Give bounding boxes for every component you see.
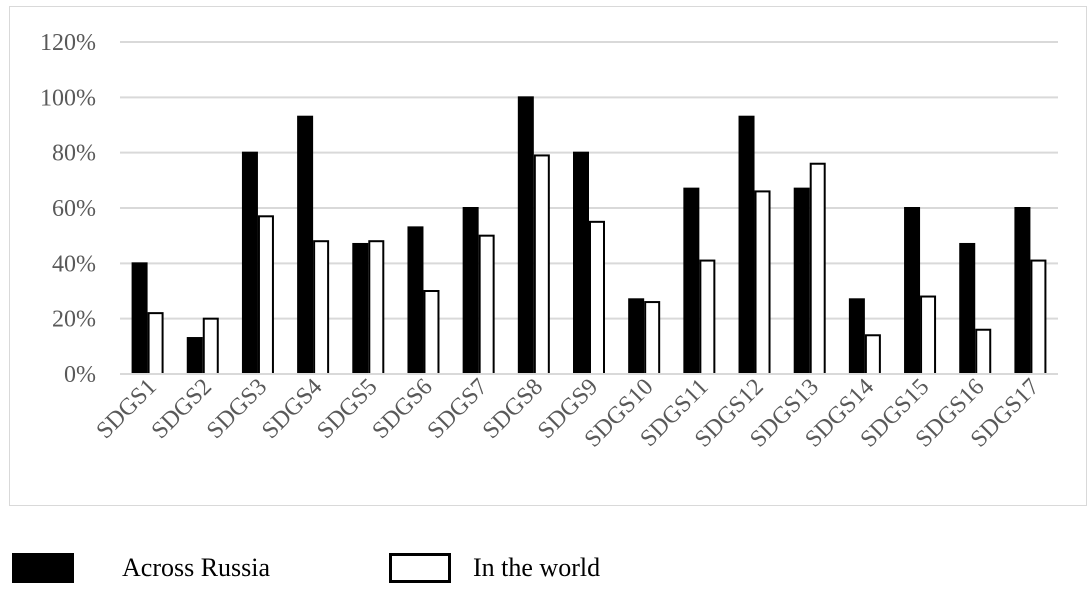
x-tick-label: SDGS8 — [478, 374, 548, 444]
bar-in-the-world — [202, 317, 219, 375]
x-tick-label: SDGS3 — [202, 374, 272, 444]
legend-swatch-in-the-world — [389, 553, 451, 583]
bar-in-the-world — [809, 162, 826, 375]
bar-across-russia — [186, 337, 203, 375]
legend-label-in-the-world: In the world — [473, 553, 601, 582]
bar-across-russia — [573, 151, 589, 375]
x-tick-label: SDGS1 — [92, 374, 162, 444]
y-tick-label: 80% — [52, 141, 96, 167]
bar-in-the-world — [533, 154, 550, 375]
x-tick-label: SDGS5 — [312, 374, 382, 444]
bar-across-russia — [297, 115, 314, 375]
y-tick-label: 0% — [64, 362, 96, 388]
y-tick-label: 100% — [40, 85, 96, 111]
bar-in-the-world — [313, 240, 330, 375]
y-tick-label: 120% — [40, 30, 96, 56]
bar-in-the-world — [478, 234, 495, 375]
bar-in-the-world — [368, 240, 385, 375]
bar-across-russia — [959, 242, 976, 375]
bar-across-russia — [683, 187, 700, 375]
x-tick-label: SDGS2 — [147, 374, 217, 444]
y-tick-label: 60% — [52, 196, 96, 222]
bar-across-russia — [131, 262, 148, 376]
x-tick-label: SDGS6 — [367, 374, 437, 444]
bar-in-the-world — [864, 334, 881, 375]
x-tick-label: SDGS7 — [423, 374, 493, 444]
bar-in-the-world — [754, 190, 771, 375]
bar-across-russia — [628, 298, 645, 375]
bar-across-russia — [904, 207, 921, 375]
bar-across-russia — [793, 187, 810, 375]
bar-across-russia — [462, 207, 479, 375]
y-tick-label: 20% — [52, 307, 96, 333]
bar-in-the-world — [257, 215, 274, 375]
bar-in-the-world — [147, 312, 164, 375]
legend-item-in-the-world: In the world — [389, 548, 600, 588]
bar-in-the-world — [423, 290, 440, 375]
bar-in-the-world — [699, 259, 716, 376]
bar-in-the-world — [975, 328, 992, 376]
legend-label-across-russia: Across Russia — [122, 553, 271, 582]
bar-in-the-world — [1030, 259, 1047, 376]
legend-swatch-across-russia — [12, 553, 74, 583]
bar-across-russia — [738, 115, 755, 375]
bar-across-russia — [407, 226, 424, 375]
bar-chart: 0%20%40%60%80%100%120%SDGS1SDGS2SDGS3SDG… — [40, 30, 1058, 453]
bar-across-russia — [1014, 207, 1031, 375]
legend: Across Russia In the world — [0, 548, 1091, 589]
y-tick-label: 40% — [52, 251, 96, 277]
bar-across-russia — [848, 298, 865, 375]
bar-across-russia — [352, 242, 369, 375]
bar-in-the-world — [920, 295, 937, 375]
bar-in-the-world — [589, 220, 605, 375]
legend-item-across-russia: Across Russia — [12, 548, 270, 588]
bar-in-the-world — [644, 301, 661, 376]
bar-across-russia — [517, 96, 534, 375]
bar-across-russia — [241, 151, 258, 375]
x-tick-label: SDGS4 — [257, 374, 327, 444]
